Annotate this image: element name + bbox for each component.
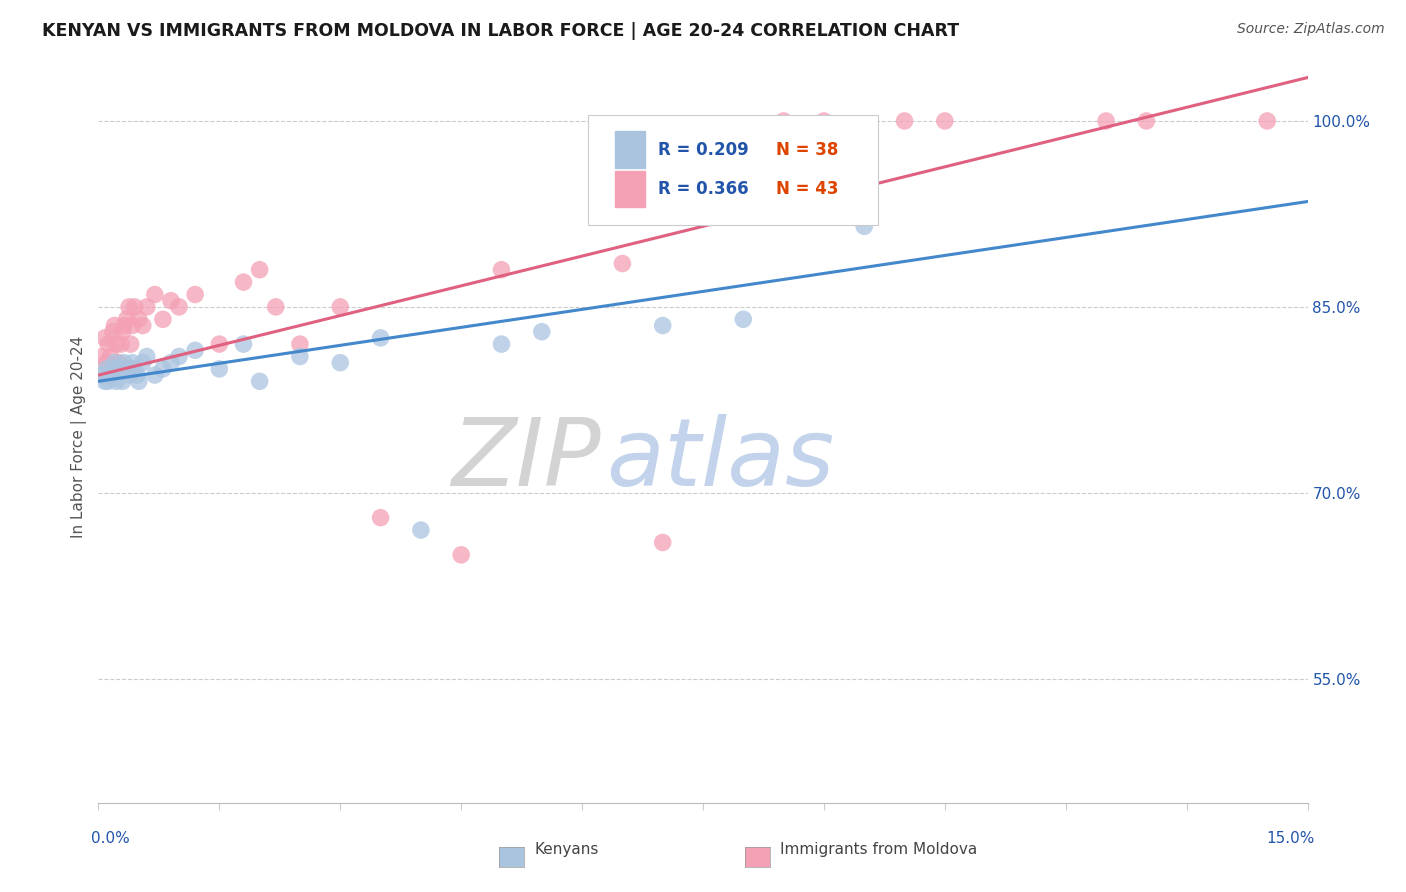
- Text: 15.0%: 15.0%: [1267, 831, 1315, 847]
- Bar: [614, 131, 645, 168]
- Point: [107, 362, 129, 376]
- FancyBboxPatch shape: [588, 115, 879, 225]
- Point: [232, 337, 254, 351]
- Point: [103, 318, 125, 333]
- Text: Source: ZipAtlas.com: Source: ZipAtlas.com: [1237, 22, 1385, 37]
- Text: N = 38: N = 38: [776, 141, 838, 159]
- Point: [101, 362, 124, 376]
- Text: ZIP: ZIP: [450, 414, 600, 505]
- Point: [491, 262, 513, 277]
- Point: [124, 362, 146, 376]
- Point: [893, 114, 915, 128]
- Point: [232, 275, 254, 289]
- Point: [105, 374, 128, 388]
- Point: [101, 325, 124, 339]
- Point: [813, 114, 835, 128]
- Point: [100, 350, 122, 364]
- Point: [160, 293, 183, 308]
- Point: [120, 337, 142, 351]
- Point: [128, 374, 150, 388]
- Point: [118, 368, 141, 383]
- Point: [184, 343, 207, 358]
- Point: [160, 356, 183, 370]
- Point: [111, 325, 134, 339]
- Point: [115, 362, 138, 376]
- Bar: [614, 171, 645, 208]
- Point: [135, 300, 157, 314]
- Point: [132, 318, 155, 333]
- Point: [100, 368, 122, 383]
- Point: [329, 300, 352, 314]
- Point: [111, 374, 134, 388]
- Point: [612, 256, 634, 270]
- Point: [249, 262, 271, 277]
- Point: [329, 356, 352, 370]
- Point: [184, 287, 207, 301]
- Point: [1095, 114, 1118, 128]
- Text: R = 0.209: R = 0.209: [658, 141, 749, 159]
- Text: R = 0.366: R = 0.366: [658, 180, 749, 198]
- Point: [208, 362, 231, 376]
- Point: [124, 300, 146, 314]
- Point: [118, 300, 141, 314]
- Point: [135, 350, 157, 364]
- Point: [96, 356, 118, 370]
- Point: [152, 362, 174, 376]
- Text: KENYAN VS IMMIGRANTS FROM MOLDOVA IN LABOR FORCE | AGE 20-24 CORRELATION CHART: KENYAN VS IMMIGRANTS FROM MOLDOVA IN LAB…: [42, 22, 959, 40]
- Point: [288, 337, 311, 351]
- Point: [853, 219, 876, 234]
- Point: [370, 510, 392, 524]
- Point: [97, 374, 120, 388]
- Point: [651, 535, 673, 549]
- Text: N = 43: N = 43: [776, 180, 838, 198]
- Point: [934, 114, 956, 128]
- Point: [208, 337, 231, 351]
- Point: [94, 331, 117, 345]
- Point: [110, 362, 132, 376]
- Point: [112, 356, 135, 370]
- Point: [91, 350, 114, 364]
- Point: [167, 300, 190, 314]
- Point: [651, 318, 673, 333]
- Point: [115, 312, 138, 326]
- Point: [91, 368, 114, 383]
- Point: [97, 337, 120, 351]
- Point: [143, 287, 166, 301]
- Point: [152, 312, 174, 326]
- Point: [530, 325, 553, 339]
- Point: [94, 374, 117, 388]
- Point: [107, 356, 129, 370]
- Point: [772, 114, 794, 128]
- Point: [409, 523, 432, 537]
- Point: [120, 362, 142, 376]
- Point: [96, 362, 118, 376]
- Point: [103, 356, 125, 370]
- Point: [112, 318, 135, 333]
- Point: [264, 300, 287, 314]
- Point: [288, 350, 311, 364]
- Text: Immigrants from Moldova: Immigrants from Moldova: [780, 842, 977, 856]
- Text: 0.0%: 0.0%: [91, 831, 131, 847]
- Point: [491, 337, 513, 351]
- Text: Kenyans: Kenyans: [534, 842, 599, 856]
- Point: [1135, 114, 1157, 128]
- Point: [110, 337, 132, 351]
- Point: [121, 318, 143, 333]
- Point: [127, 368, 149, 383]
- Y-axis label: In Labor Force | Age 20-24: In Labor Force | Age 20-24: [72, 336, 87, 538]
- Point: [733, 312, 755, 326]
- Point: [132, 356, 155, 370]
- Point: [249, 374, 271, 388]
- Point: [105, 337, 128, 351]
- Point: [370, 331, 392, 345]
- Point: [167, 350, 190, 364]
- Point: [128, 312, 150, 326]
- Point: [450, 548, 472, 562]
- Point: [143, 368, 166, 383]
- Text: atlas: atlas: [606, 414, 835, 505]
- Point: [121, 356, 143, 370]
- Point: [1256, 114, 1278, 128]
